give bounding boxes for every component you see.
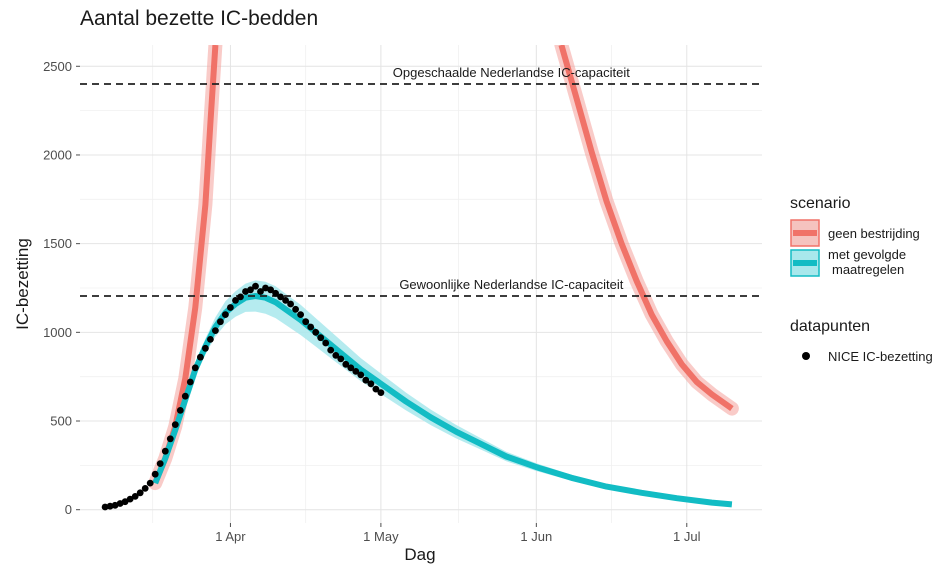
data-point (101, 503, 109, 511)
data-point (332, 352, 340, 359)
data-point (327, 346, 335, 354)
legend-title-datapunten: datapunten (790, 318, 870, 335)
y-tick-label: 1500 (43, 236, 72, 251)
data-point (262, 284, 269, 292)
data-point (202, 344, 209, 352)
data-point (377, 389, 385, 396)
data-point (372, 385, 380, 393)
data-point (136, 489, 144, 497)
data-point (176, 407, 184, 414)
data-point (161, 447, 169, 455)
y-tick-label: 1000 (43, 325, 72, 340)
data-point (131, 493, 139, 500)
data-point (191, 364, 199, 372)
data-point (126, 495, 134, 503)
x-axis-title: Dag (404, 545, 435, 564)
data-point (252, 282, 259, 290)
x-tick-label: 1 Jun (520, 529, 552, 544)
y-tick-label: 500 (50, 414, 72, 429)
legend-label-geen-bestrijding: geen bestrijding (828, 226, 920, 241)
y-tick-label: 0 (65, 502, 72, 517)
y-tick-label: 2500 (43, 59, 72, 74)
data-point (151, 470, 159, 478)
data-point (212, 327, 219, 334)
legend-key-nice-ic-bezetting (802, 352, 810, 360)
data-point (181, 392, 189, 400)
data-point (237, 293, 244, 301)
data-point (282, 297, 289, 304)
data-point (357, 371, 365, 379)
data-point (186, 378, 194, 386)
data-point (197, 353, 204, 361)
legend-label-line: met gevolgde (828, 247, 906, 262)
x-tick-label: 1 Jul (673, 529, 701, 544)
data-point (307, 323, 315, 331)
data-point (312, 328, 320, 336)
x-tick-label: 1 Apr (215, 529, 246, 544)
data-point (146, 479, 154, 487)
chart-title: Aantal bezette IC-bedden (80, 7, 318, 30)
reference-labels: Opgeschaalde Nederlandse IC-capaciteit Ge… (393, 65, 630, 292)
legend: scenario geen bestrijding met gevolgde ma… (790, 195, 933, 364)
data-point (352, 368, 360, 375)
data-point (166, 435, 174, 443)
legend-key-geen-bestrijding (790, 219, 820, 247)
data-point (287, 300, 294, 308)
legend-label-line: maatregelen (832, 262, 904, 277)
data-point (362, 376, 370, 384)
data-point (272, 289, 279, 297)
data-point (207, 336, 214, 343)
legend-label-nice-ic-bezetting: NICE IC-bezetting (828, 349, 933, 364)
x-tick-label: 1 May (363, 529, 399, 544)
data-point (322, 339, 330, 347)
data-point (121, 498, 129, 506)
data-point (292, 305, 299, 313)
data-point (317, 334, 325, 342)
data-point (257, 288, 264, 295)
data-point (247, 286, 254, 294)
data-point (227, 304, 234, 311)
legend-title-scenario: scenario (790, 195, 851, 212)
line-geen-bestrijding (558, 45, 734, 412)
data-point (302, 318, 310, 326)
legend-key-met-gevolgde-maatregelen (790, 249, 820, 277)
x-axis-ticks: 1 Apr 1 May 1 Jun 1 Jul (215, 523, 701, 544)
reference-line-label: Gewoonlijke Nederlandse IC-capaciteit (399, 277, 623, 292)
data-points (101, 282, 385, 511)
data-point (342, 360, 350, 368)
reference-lines (80, 83, 762, 297)
data-point (222, 311, 229, 318)
y-tick-label: 2000 (43, 147, 72, 162)
data-point (347, 364, 355, 372)
data-point (297, 311, 304, 318)
data-point (337, 355, 345, 363)
legend-label-met-gevolgde-maatregelen: met gevolgde maatregelen (828, 247, 906, 277)
data-point (156, 460, 164, 467)
data-point (267, 286, 274, 294)
reference-line-label: Opgeschaalde Nederlandse IC-capaciteit (393, 65, 630, 80)
y-axis-title: IC-bezetting (13, 238, 32, 330)
data-point (217, 318, 224, 326)
data-point (367, 380, 375, 388)
grid-major (80, 45, 762, 523)
data-point (141, 485, 149, 492)
data-point (171, 421, 179, 428)
data-point (232, 297, 239, 304)
y-axis-ticks: 0 500 1000 1500 2000 2500 (43, 59, 80, 517)
data-point (277, 293, 284, 301)
